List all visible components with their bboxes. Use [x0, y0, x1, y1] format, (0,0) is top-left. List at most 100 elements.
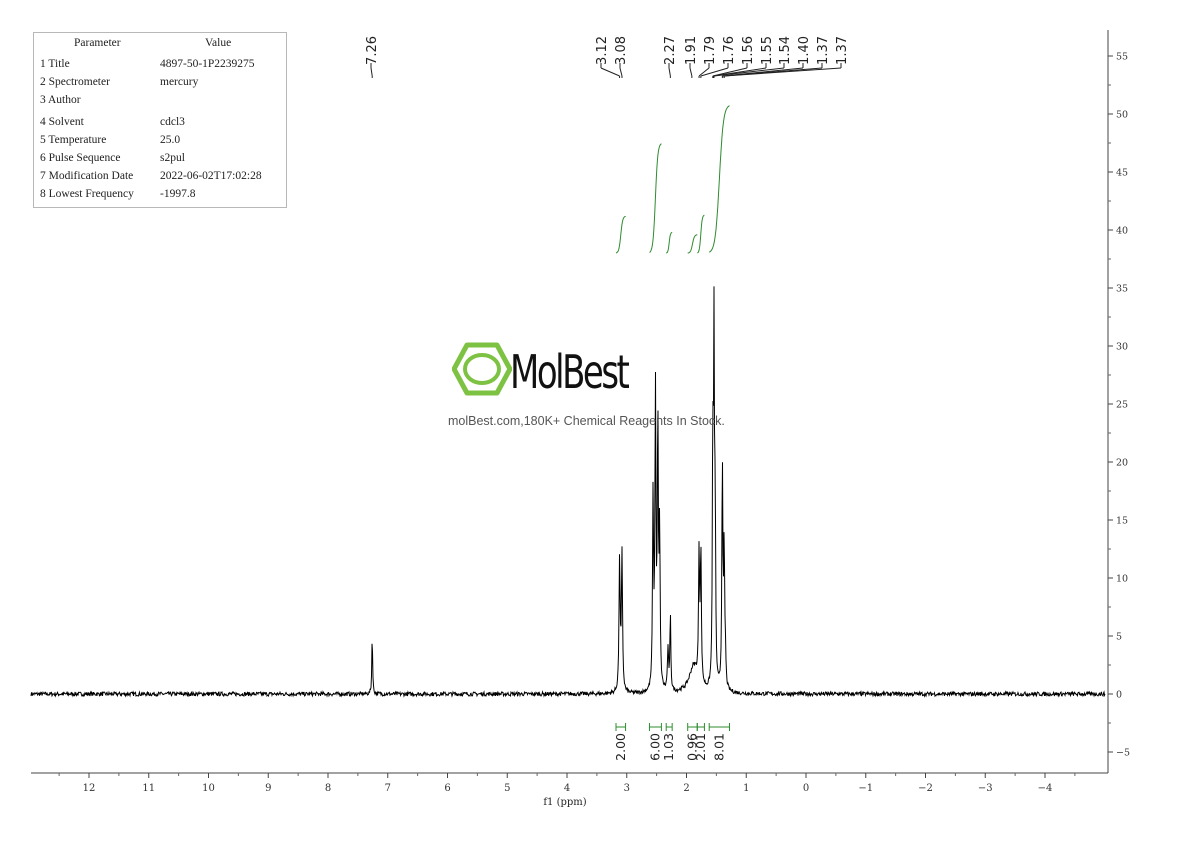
integral-curve — [649, 143, 662, 253]
parameter-header: Parameter — [74, 37, 121, 49]
integral-curve — [615, 215, 626, 254]
peak-label: 1.56 — [741, 36, 756, 65]
parameter-row: 8 Lowest Frequency -1997.8 — [34, 188, 286, 206]
peak-label-connector — [600, 67, 620, 77]
x-tick-label: −2 — [918, 783, 933, 794]
y-tick-label: 45 — [1116, 168, 1128, 179]
parameter-row: 5 Temperature 25.0 — [34, 134, 286, 152]
parameter-row: 1 Title 4897-50-1P2239275 — [34, 58, 286, 76]
integral-value-label: 1.03 — [661, 733, 676, 761]
spectrum-trace — [30, 286, 1106, 698]
peak-label-connector — [698, 67, 710, 77]
integral-curve — [687, 234, 698, 254]
peak-label-connector — [689, 67, 693, 77]
x-tick-label: −3 — [978, 783, 993, 794]
plot-axes: 12 11 10 9 8 7 6 5 4 3 2 1 0 −1 −2 −3 −4−505101520253035… — [31, 30, 1130, 794]
peak-label-connector — [700, 67, 729, 77]
parameter-row: 4 Solvent cdcl3 — [34, 116, 286, 134]
x-tick-label: 12 — [83, 783, 96, 794]
y-tick-label: 0 — [1116, 690, 1122, 701]
parameter-row: 2 Spectrometer mercury — [34, 76, 286, 94]
peak-label: 1.37 — [835, 36, 850, 65]
x-tick-label: 5 — [504, 783, 510, 794]
peak-label-connector — [713, 67, 785, 77]
peak-label-layer: 7.26 3.12 3.08 2.27 1.91 1.79 1.76 1.56 1.55 1.54… — [365, 36, 850, 78]
peak-label: 1.55 — [760, 36, 775, 65]
peak-label-connector — [668, 67, 671, 77]
benzene-logo-icon — [452, 342, 512, 396]
parameter-row: 7 Modification Date 2022-06-02T17:02:28 — [34, 170, 286, 188]
peak-label-connector — [712, 67, 748, 77]
parameter-label: 5 Temperature — [40, 134, 107, 146]
integral-value-label: 6.00 — [647, 733, 662, 761]
peak-label: 1.76 — [722, 36, 737, 65]
y-tick-label: 15 — [1116, 516, 1128, 527]
x-tick-label: −4 — [1038, 783, 1053, 794]
parameter-label: 2 Spectrometer — [40, 76, 110, 88]
y-tick-label: −5 — [1116, 748, 1130, 759]
x-tick-label: 3 — [624, 783, 630, 794]
peak-label: 7.26 — [365, 36, 380, 65]
y-tick-label: 30 — [1116, 342, 1128, 353]
integral-value-label: 2.00 — [613, 733, 628, 761]
parameter-value: -1997.8 — [160, 188, 196, 200]
parameter-value: cdcl3 — [160, 116, 185, 128]
y-tick-label: 35 — [1116, 284, 1128, 295]
y-tick-label: 55 — [1116, 52, 1128, 63]
parameter-value: 2022-06-02T17:02:28 — [160, 170, 262, 182]
integral-curve — [697, 214, 705, 254]
x-tick-label: 2 — [683, 783, 689, 794]
integral-curve — [665, 232, 673, 254]
x-tick-label: 1 — [743, 783, 749, 794]
x-tick-label: 6 — [444, 783, 450, 794]
peak-label: 3.08 — [614, 36, 629, 65]
integral-layer: 2.00 6.001.03 0.962.01 8.01 — [613, 105, 731, 761]
peak-label: 1.91 — [684, 36, 699, 65]
x-tick-label: 7 — [385, 783, 391, 794]
x-tick-label: 0 — [803, 783, 809, 794]
peak-label-connector — [370, 67, 373, 77]
parameter-label: 7 Modification Date — [40, 170, 134, 182]
x-tick-label: 9 — [265, 783, 271, 794]
y-tick-label: 25 — [1116, 400, 1128, 411]
integral-value-label: 8.01 — [711, 733, 726, 761]
x-tick-label: 4 — [564, 783, 570, 794]
y-tick-label: 10 — [1116, 574, 1128, 585]
y-tick-label: 50 — [1116, 110, 1128, 121]
peak-label-connector — [724, 67, 842, 77]
spectrum-layer — [30, 286, 1106, 698]
x-tick-label: 11 — [142, 783, 155, 794]
x-tick-label: 10 — [202, 783, 215, 794]
x-axis-label: f1 (ppm) — [543, 797, 586, 808]
parameter-value: 4897-50-1P2239275 — [160, 58, 255, 70]
parameter-value: mercury — [160, 76, 199, 88]
parameter-label: 4 Solvent — [40, 116, 84, 128]
y-tick-label: 40 — [1116, 226, 1128, 237]
value-header: Value — [205, 37, 232, 49]
brand-name: MolBest — [510, 345, 630, 399]
peak-label: 2.27 — [663, 36, 678, 65]
parameter-label: 1 Title — [40, 58, 70, 70]
x-tick-label: 8 — [325, 783, 331, 794]
parameter-row: 3 Author — [34, 94, 286, 112]
parameter-label: 3 Author — [40, 94, 81, 106]
molbest-watermark: MolBest molBest.com,180K+ Chemical Reage… — [448, 342, 748, 442]
peak-label: 1.54 — [778, 36, 793, 65]
peak-label: 3.12 — [595, 36, 610, 65]
peak-label-connector — [619, 67, 623, 77]
parameter-row: 6 Pulse Sequence s2pul — [34, 152, 286, 170]
parameter-value: s2pul — [160, 152, 185, 164]
parameter-table: Parameter Value 1 Title 4897-50-1P223927… — [33, 32, 287, 208]
parameter-value: 25.0 — [160, 134, 181, 146]
parameter-table-header: Parameter Value — [34, 37, 286, 55]
parameter-label: 8 Lowest Frequency — [40, 188, 134, 200]
x-tick-label: −1 — [858, 783, 873, 794]
y-tick-label: 20 — [1116, 458, 1128, 469]
peak-label: 1.37 — [816, 36, 831, 65]
peak-label: 1.40 — [797, 36, 812, 65]
peak-label: 1.79 — [703, 36, 718, 65]
parameter-label: 6 Pulse Sequence — [40, 152, 121, 164]
integral-curve — [708, 105, 730, 253]
integral-value-label: 0.96 — [684, 733, 699, 761]
